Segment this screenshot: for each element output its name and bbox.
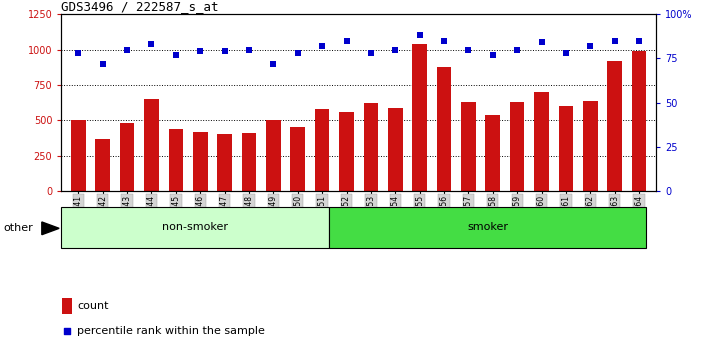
Point [389,47,401,52]
Text: non-smoker: non-smoker [162,222,229,233]
Point [61,328,73,334]
Text: count: count [77,301,109,311]
Bar [437,67,451,191]
Point [73,50,84,56]
Bar [388,108,402,191]
Bar [61,207,329,248]
Bar [412,44,427,191]
Point [97,61,108,67]
Bar [534,92,549,191]
Point [341,38,353,44]
Text: other: other [4,223,33,233]
Point [414,33,425,38]
Point [267,61,279,67]
Point [170,52,182,58]
Point [219,48,231,54]
Point [487,52,498,58]
Point [146,41,157,47]
Bar [144,99,159,191]
Point [195,48,206,54]
Point [585,43,596,49]
Bar [339,112,354,191]
Bar [559,106,573,191]
Bar [291,127,305,191]
Text: GDS3496 / 222587_s_at: GDS3496 / 222587_s_at [61,0,218,13]
Bar [95,139,110,191]
Bar [217,134,232,191]
Point [121,47,133,52]
Polygon shape [42,222,59,235]
Point [633,38,645,44]
Bar [363,103,379,191]
Bar [583,101,598,191]
Bar [632,51,646,191]
Bar [242,133,256,191]
Point [609,38,621,44]
Point [438,38,450,44]
Point [292,50,304,56]
Text: percentile rank within the sample: percentile rank within the sample [77,326,265,336]
Bar [169,129,183,191]
Point [560,50,572,56]
Bar [120,123,134,191]
Bar [193,132,208,191]
Point [365,50,376,56]
Bar [461,102,476,191]
Bar [266,120,280,191]
Point [317,43,328,49]
Bar [63,298,72,314]
Point [243,47,255,52]
Bar [607,61,622,191]
Bar [71,120,86,191]
Bar [315,109,329,191]
Bar [329,207,646,248]
Bar [485,115,500,191]
Text: smoker: smoker [467,222,508,233]
Point [463,47,474,52]
Point [536,40,547,45]
Point [511,47,523,52]
Bar [510,102,524,191]
